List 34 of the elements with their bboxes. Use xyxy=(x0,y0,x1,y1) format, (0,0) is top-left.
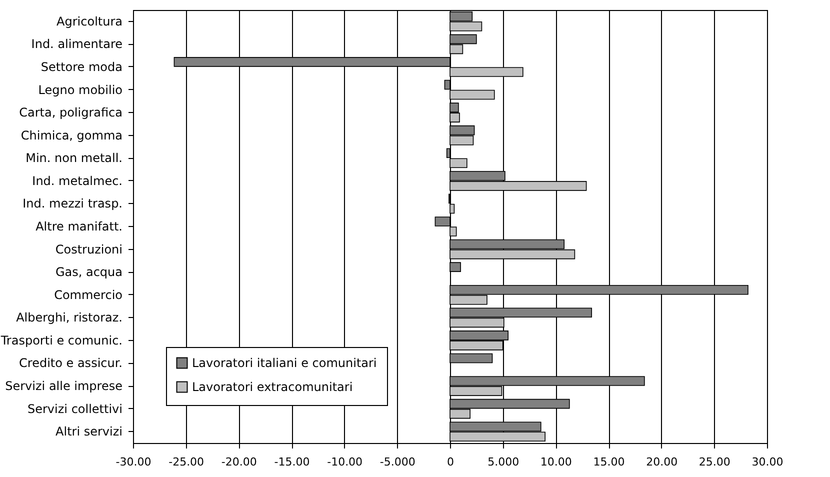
y-tick-label: Servizi alle imprese xyxy=(5,379,122,394)
x-tick-label: 20.00 xyxy=(646,456,678,468)
y-tick-label: Legno mobilio xyxy=(38,82,122,97)
y-tick-label: Settore moda xyxy=(40,60,122,74)
y-tick-label: Chimica, gomma xyxy=(20,128,122,142)
x-tick-label: -15.00 xyxy=(274,456,310,468)
y-tick-label: Servizi collettivi xyxy=(28,402,122,416)
y-tick-label: Altre manifatt. xyxy=(36,220,122,234)
y-tick-label: Trasporti e comunic. xyxy=(0,333,122,348)
y-tick-label: Commercio xyxy=(54,288,122,302)
x-tick-label: 15.00 xyxy=(593,456,625,468)
x-tick-label: -10.00 xyxy=(327,456,363,468)
x-tick-label: -25.00 xyxy=(168,456,204,468)
legend-label: Lavoratori extracomunitari xyxy=(192,380,353,394)
x-tick-label: -5.000 xyxy=(380,456,416,468)
y-tick-label: Altri servizi xyxy=(56,424,122,439)
legend-label: Lavoratori italiani e comunitari xyxy=(192,356,377,370)
y-tick-label: Alberghi, ristoraz. xyxy=(16,310,122,325)
x-tick-label: -30.00 xyxy=(116,456,152,468)
y-tick-label: Costruzioni xyxy=(55,242,122,256)
x-tick-label: 25.00 xyxy=(698,456,730,468)
y-tick-label: Ind. metalmec. xyxy=(32,174,122,188)
x-tick-label: 10.00 xyxy=(540,456,572,468)
y-tick-label: Min. non metall. xyxy=(26,151,122,166)
y-tick-label: Gas, acqua xyxy=(55,265,122,280)
y-tick-label: Credito e assicur. xyxy=(19,356,122,370)
x-tick-label: 30.00 xyxy=(752,456,784,468)
x-tick-label: -20.00 xyxy=(221,456,257,468)
y-tick-label: Agricoltura xyxy=(56,14,122,28)
x-tick-label: 5.000 xyxy=(488,456,520,468)
x-tick-label: 0 xyxy=(447,456,454,468)
y-tick-label: Ind. alimentare xyxy=(31,37,122,52)
y-tick-label: Carta, poligrafica xyxy=(19,106,122,120)
y-tick-label: Ind. mezzi trasp. xyxy=(22,196,122,211)
